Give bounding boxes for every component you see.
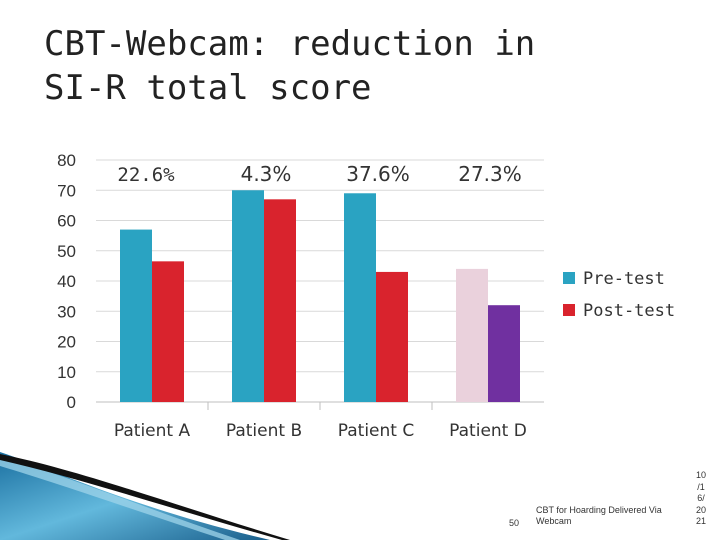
date-line: 21	[695, 516, 706, 526]
x-tick-label: Patient D	[449, 421, 527, 441]
reduction-annotation: 37.6%	[346, 162, 410, 186]
y-tick-label: 40	[57, 272, 76, 291]
legend-swatch	[563, 272, 575, 284]
y-tick-label: 0	[67, 393, 76, 412]
footer-text: CBT for Hoarding Delivered Via Webcam	[536, 505, 662, 526]
legend-swatch	[563, 304, 575, 316]
slide-title-line-2: SI-R total score	[44, 68, 372, 108]
y-tick-label: 70	[57, 181, 76, 200]
bar-post-test-1	[152, 261, 184, 402]
legend-label: Pre-test	[583, 269, 665, 289]
bar-chart: 0 10 20 30 40 50 60 70 80 Patient A 22.6% Patient B…	[57, 151, 675, 441]
y-tick-label: 20	[57, 333, 76, 352]
bar-post-test-3	[376, 271, 408, 402]
page-number: 50	[509, 518, 520, 528]
x-tick-label: Patient B	[226, 421, 302, 441]
slide-title-line-1: CBT-Webcam: reduction in	[44, 24, 536, 64]
slide-title: CBT-Webcam: reduction in SI-R total scor…	[44, 22, 564, 110]
y-tick-label: 60	[57, 212, 76, 231]
reduction-annotation: 4.3%	[241, 162, 292, 186]
reduction-annotation: 22.6%	[117, 164, 175, 186]
bar-pre-test-3	[344, 193, 376, 402]
bar-pre-test-4	[456, 268, 488, 402]
bar-post-test-4	[488, 305, 520, 402]
y-tick-label: 50	[57, 242, 76, 261]
date-line: /1	[697, 481, 705, 492]
y-tick-label: 80	[57, 151, 76, 170]
x-tick-label: Patient A	[114, 421, 191, 441]
reduction-annotation: 27.3%	[458, 162, 522, 186]
date-line: 10	[695, 470, 706, 480]
bar-post-test-2	[264, 199, 296, 402]
x-tick-label: Patient C	[338, 421, 414, 441]
bar-pre-test-1	[120, 229, 152, 402]
date-line: 20	[695, 504, 706, 515]
slide-date: 10 /1 6/ 20 21	[690, 470, 712, 528]
y-tick-label: 10	[57, 363, 76, 382]
bar-pre-test-2	[232, 190, 264, 402]
y-tick-label: 30	[57, 302, 76, 321]
legend-label: Post-test	[583, 301, 675, 321]
decorative-swoosh	[0, 452, 290, 540]
date-line: 6/	[697, 493, 705, 503]
